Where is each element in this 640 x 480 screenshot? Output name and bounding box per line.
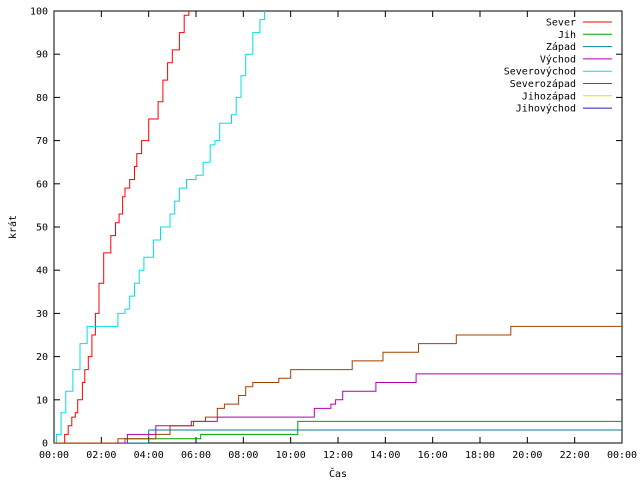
x-tick-label: 00:00 bbox=[607, 450, 637, 461]
y-tick-label: 20 bbox=[36, 352, 48, 363]
x-axis-ticks: 00:00 02:00 04:00 06:00 08:00 10:00 12:00 14:00… bbox=[39, 11, 637, 461]
y-tick-label: 80 bbox=[36, 93, 48, 104]
y-tick-label: 40 bbox=[36, 266, 48, 277]
x-tick-label: 10:00 bbox=[276, 450, 306, 461]
x-tick-label: 16:00 bbox=[418, 450, 448, 461]
legend-label-vychod: Východ bbox=[540, 53, 576, 65]
y-tick-label: 100 bbox=[30, 7, 48, 18]
x-tick-label: 00:00 bbox=[39, 450, 69, 461]
y-axis-label: krát bbox=[7, 215, 19, 239]
y-tick-label: 50 bbox=[36, 223, 48, 234]
legend-label-severovychod: Severovýchod bbox=[504, 66, 576, 78]
x-tick-label: 22:00 bbox=[560, 450, 590, 461]
y-tick-label: 10 bbox=[36, 395, 48, 406]
y-axis-ticks: 0 10 20 30 40 50 60 70 80 90 100 bbox=[30, 7, 622, 450]
legend-label-jih: Jih bbox=[558, 30, 576, 41]
legend: SeverJihZápadVýchodSeverovýchodSeverozáp… bbox=[504, 18, 612, 115]
x-axis-label: Čas bbox=[329, 467, 347, 480]
series-line-zapad bbox=[54, 429, 622, 443]
legend-label-zapad: Západ bbox=[546, 41, 576, 53]
legend-label-jihovychod: Jihovýchod bbox=[516, 103, 576, 115]
x-tick-label: 14:00 bbox=[370, 450, 400, 461]
legend-label-severozapad: Severozápad bbox=[510, 78, 576, 90]
legend-label-jihozapad: Jihozápad bbox=[522, 90, 576, 102]
y-tick-label: 60 bbox=[36, 179, 48, 190]
x-tick-label: 02:00 bbox=[86, 450, 116, 461]
series-line-severovychod bbox=[54, 11, 266, 443]
y-tick-label: 30 bbox=[36, 309, 48, 320]
x-tick-label: 08:00 bbox=[228, 450, 258, 461]
x-tick-label: 18:00 bbox=[465, 450, 495, 461]
series-group bbox=[54, 11, 622, 443]
y-tick-label: 90 bbox=[36, 50, 48, 61]
y-tick-label: 70 bbox=[36, 136, 48, 147]
y-tick-label: 0 bbox=[42, 439, 48, 450]
x-tick-label: 06:00 bbox=[181, 450, 211, 461]
x-tick-label: 12:00 bbox=[323, 450, 353, 461]
series-line-severozapad bbox=[54, 325, 622, 443]
series-line-sever bbox=[54, 11, 190, 443]
x-tick-label: 04:00 bbox=[134, 450, 164, 461]
x-tick-label: 20:00 bbox=[512, 450, 542, 461]
series-line-jih bbox=[54, 420, 622, 443]
series-line-vychod bbox=[54, 373, 622, 443]
legend-label-sever: Sever bbox=[546, 18, 576, 29]
